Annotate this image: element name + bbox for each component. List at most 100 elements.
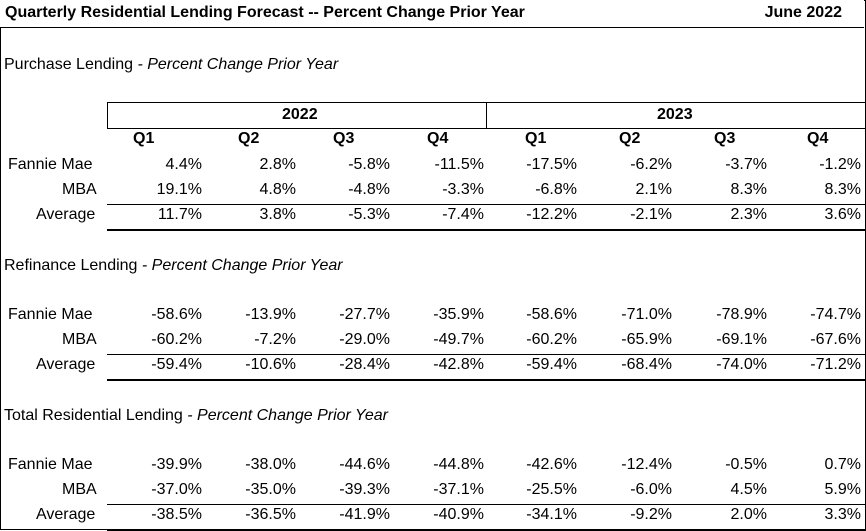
table-cell: -38.5%	[151, 506, 202, 523]
table-cell: -39.9%	[151, 456, 202, 473]
table-cell: -36.5%	[245, 506, 296, 523]
section-subtitle: - Percent Change Prior Year	[141, 257, 343, 274]
year-header: 2022 2023	[107, 102, 866, 129]
table-cell: -37.1%	[433, 481, 484, 498]
table-cell: 0.7%	[824, 456, 861, 473]
table-cell: -44.8%	[433, 456, 484, 473]
table-cell: -1.2%	[819, 156, 861, 173]
section-title: Refinance Lending	[4, 257, 138, 274]
table-cell: -74.0%	[716, 356, 767, 373]
table-cell: -13.9%	[245, 306, 296, 323]
total-rule	[107, 379, 866, 381]
table-cell: -12.2%	[526, 206, 577, 223]
quarter-header: Q1	[133, 130, 155, 147]
table-cell: -11.5%	[434, 156, 484, 173]
table-cell: 2.1%	[635, 181, 672, 198]
quarter-header: Q3	[333, 130, 355, 147]
table-cell: 11.7%	[157, 206, 202, 223]
table-cell: 2.8%	[259, 156, 296, 173]
table-cell: 8.3%	[824, 181, 861, 198]
section-title: Total Residential Lending	[4, 407, 183, 424]
subtotal-rule	[107, 354, 866, 355]
table-cell: -27.7%	[339, 306, 390, 323]
table-cell: 8.3%	[730, 181, 767, 198]
quarter-header: Q1	[525, 130, 547, 147]
table-cell: -6.8%	[535, 181, 577, 198]
table-cell: -10.6%	[245, 356, 296, 373]
table-cell: -65.9%	[621, 331, 672, 348]
table-cell: -17.5%	[526, 156, 577, 173]
report-date: June 2022	[764, 4, 842, 21]
section-title-refinance: Refinance Lending - Percent Change Prior…	[4, 257, 343, 275]
table-cell: -78.9%	[716, 306, 767, 323]
table-cell: -3.7%	[725, 156, 767, 173]
total-rule	[107, 229, 866, 231]
section-title: Purchase Lending	[4, 56, 133, 73]
year-2023: 2023	[657, 106, 693, 123]
table-cell: -69.1%	[716, 331, 767, 348]
table-cell: -35.9%	[433, 306, 484, 323]
table-cell: 3.3%	[824, 506, 861, 523]
row-label: Fannie Mae	[8, 456, 93, 473]
table-cell: -12.4%	[621, 456, 672, 473]
table-cell: -71.2%	[810, 356, 861, 373]
table-cell: -0.5%	[725, 456, 767, 473]
table-cell: -4.8%	[348, 181, 390, 198]
quarter-header: Q2	[619, 130, 641, 147]
table-cell: -35.0%	[245, 481, 296, 498]
table-cell: -59.4%	[526, 356, 577, 373]
table-cell: -38.0%	[245, 456, 296, 473]
table-cell: -3.3%	[442, 181, 484, 198]
table-cell: -9.2%	[630, 506, 672, 523]
table-cell: -37.0%	[151, 481, 202, 498]
table-cell: -49.7%	[433, 331, 484, 348]
table-cell: 4.8%	[259, 181, 296, 198]
table-cell: -25.5%	[526, 481, 577, 498]
table-cell: -44.6%	[339, 456, 390, 473]
table-cell: -5.3%	[348, 206, 390, 223]
title-bar: Quarterly Residential Lending Forecast -…	[0, 0, 864, 28]
table-cell: -58.6%	[526, 306, 577, 323]
table-cell: -42.6%	[526, 456, 577, 473]
section-subtitle: - Percent Change Prior Year	[137, 56, 339, 73]
table-cell: -58.6%	[151, 306, 202, 323]
subtotal-rule	[107, 504, 866, 505]
year-divider	[486, 103, 487, 128]
row-label: Average	[36, 356, 96, 373]
table-cell: -29.0%	[339, 331, 390, 348]
table-cell: -34.1%	[526, 506, 577, 523]
table-cell: -42.8%	[433, 356, 484, 373]
table-cell: -41.9%	[339, 506, 390, 523]
table-cell: -74.7%	[810, 306, 861, 323]
quarter-header: Q2	[238, 130, 260, 147]
table-cell: -39.3%	[339, 481, 390, 498]
table-cell: -7.2%	[254, 331, 296, 348]
table-cell: -6.2%	[630, 156, 672, 173]
table-cell: -60.2%	[526, 331, 577, 348]
table-cell: -60.2%	[151, 331, 202, 348]
row-label: MBA	[62, 481, 97, 498]
table-cell: -71.0%	[621, 306, 672, 323]
row-label: Fannie Mae	[8, 306, 93, 323]
table-cell: -2.1%	[630, 206, 672, 223]
section-subtitle: - Percent Change Prior Year	[187, 407, 388, 424]
row-label: Average	[36, 206, 96, 223]
quarter-header: Q4	[427, 130, 449, 147]
year-2022: 2022	[282, 106, 318, 123]
table-cell: -59.4%	[151, 356, 202, 373]
section-title-total: Total Residential Lending - Percent Chan…	[4, 407, 388, 425]
table-cell: -6.0%	[630, 481, 672, 498]
quarter-header: Q3	[714, 130, 736, 147]
row-label: MBA	[62, 181, 97, 198]
table-cell: 19.1%	[156, 181, 202, 198]
table-cell: -28.4%	[339, 356, 390, 373]
table-cell: 3.6%	[824, 206, 861, 223]
table-cell: 4.4%	[165, 156, 202, 173]
table-cell: -68.4%	[621, 356, 672, 373]
row-label: Average	[36, 506, 96, 523]
table-cell: 4.5%	[730, 481, 767, 498]
row-label: Fannie Mae	[8, 156, 93, 173]
quarter-header: Q4	[807, 130, 829, 147]
table-cell: 2.0%	[730, 506, 767, 523]
table-left-edge	[107, 102, 108, 128]
